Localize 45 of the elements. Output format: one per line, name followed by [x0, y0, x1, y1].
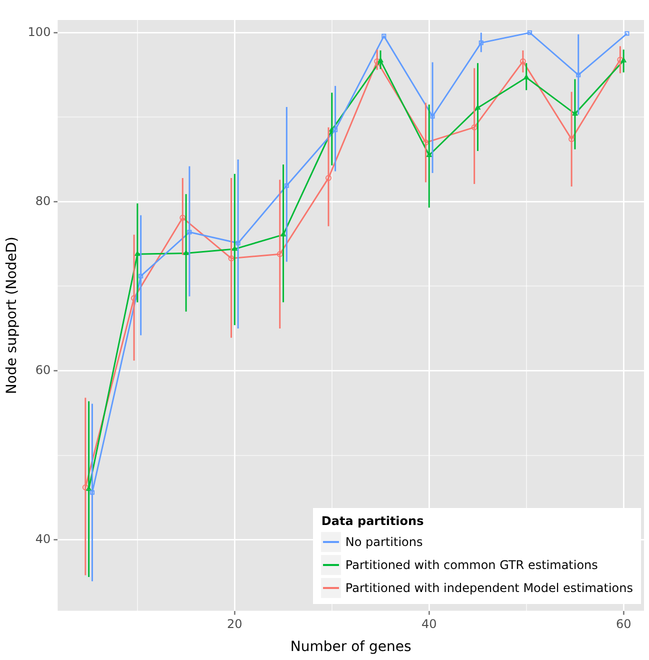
point [568, 136, 575, 142]
point [572, 110, 578, 116]
legend-label: Partitioned with common GTR estimations [345, 558, 598, 572]
point [276, 251, 283, 258]
point [378, 58, 384, 62]
point [134, 251, 140, 256]
point [527, 30, 532, 35]
point [138, 274, 144, 278]
legend-label: Partitioned with independent Model estimations [345, 581, 633, 595]
legend-label: No partitions [345, 535, 423, 549]
point [232, 246, 238, 251]
x-tick-label: 60 [616, 617, 632, 632]
point [86, 486, 92, 491]
point [187, 230, 192, 234]
point [471, 124, 478, 130]
point [478, 40, 484, 46]
point [520, 58, 526, 64]
x-tick-label: 20 [227, 617, 242, 632]
point [576, 72, 581, 78]
point [382, 34, 386, 38]
point [280, 232, 286, 236]
point [422, 140, 429, 146]
point [325, 175, 332, 182]
point [90, 490, 94, 495]
point [624, 31, 630, 36]
legend-title: Data partitions [321, 514, 425, 528]
x-tick-label: 40 [421, 617, 437, 632]
point [183, 250, 189, 256]
point [284, 183, 289, 188]
point [228, 255, 234, 262]
y-tick-label: 40 [35, 532, 51, 546]
point [82, 484, 88, 490]
y-axis-title: Node support (NodeD) [4, 236, 20, 394]
point [617, 56, 624, 63]
x-axis-title: Number of genes [290, 639, 412, 656]
point [524, 74, 530, 80]
y-tick-label: 80 [35, 194, 51, 208]
y-tick-label: 100 [28, 24, 51, 39]
point [430, 114, 435, 119]
point [426, 152, 432, 157]
y-tick-label: 60 [35, 362, 51, 377]
point [620, 58, 626, 62]
point [236, 240, 240, 246]
point [180, 214, 186, 221]
point [333, 128, 338, 132]
